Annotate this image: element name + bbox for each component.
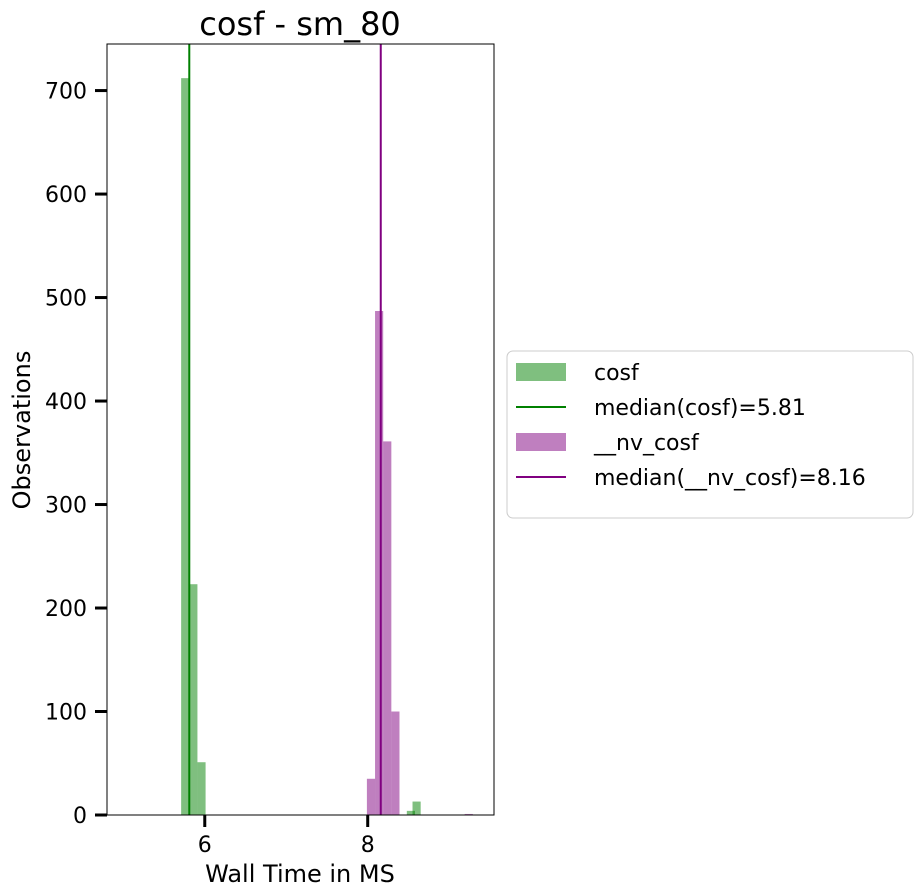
legend-entry-median-cosf-label: median(cosf)=5.81 [594, 396, 806, 421]
chart-title: cosf - sm_80 [199, 5, 401, 43]
legend-entry-nvcosf-swatch [516, 433, 566, 451]
legend-entry-cosf-swatch [516, 363, 566, 381]
plot-frame [106, 43, 495, 816]
x-axis-label: Wall Time in MS [205, 860, 395, 888]
legend-box [506, 350, 914, 519]
histogram-bar-nvcosf-2 [383, 441, 392, 815]
y-tick-label: 400 [45, 390, 87, 415]
y-tick-label: 600 [45, 183, 87, 208]
histogram-bar-cosf-4 [412, 801, 421, 815]
plot-marks [181, 44, 473, 816]
histogram-bar-nvcosf-3 [391, 711, 400, 815]
histogram-bar-nvcosf-0 [366, 778, 376, 815]
y-axis-label: Observations [8, 351, 36, 510]
x-tick-label: 6 [198, 833, 212, 858]
legend-entry-nvcosf-label: __nv_cosf [593, 431, 700, 456]
histogram-bar-nvcosf-1 [375, 311, 384, 815]
y-tick-label: 300 [45, 494, 87, 519]
histogram-bar-cosf-2 [197, 762, 206, 815]
axes: 0 100 200 300 400 500 600 700 6 8 [45, 80, 375, 858]
legend: cosf median(cosf)=5.81 __nv_cosf median(__n… [506, 350, 914, 519]
y-tick-label: 700 [45, 80, 87, 105]
histogram-bar-cosf-0 [181, 78, 190, 816]
legend-entry-cosf-label: cosf [594, 361, 640, 386]
y-tick-label: 100 [45, 701, 87, 726]
y-tick-label: 500 [45, 287, 87, 312]
x-tick-label: 8 [361, 833, 375, 858]
histogram-bar-cosf-1 [189, 584, 198, 815]
y-tick-label: 0 [73, 804, 87, 829]
legend-entry-median-nvcosf-label: median(__nv_cosf)=8.16 [594, 466, 866, 491]
y-tick-label: 200 [45, 597, 87, 622]
histogram-bar-cosf-3 [406, 810, 415, 815]
histogram-bar-nvcosf-4 [464, 813, 473, 815]
